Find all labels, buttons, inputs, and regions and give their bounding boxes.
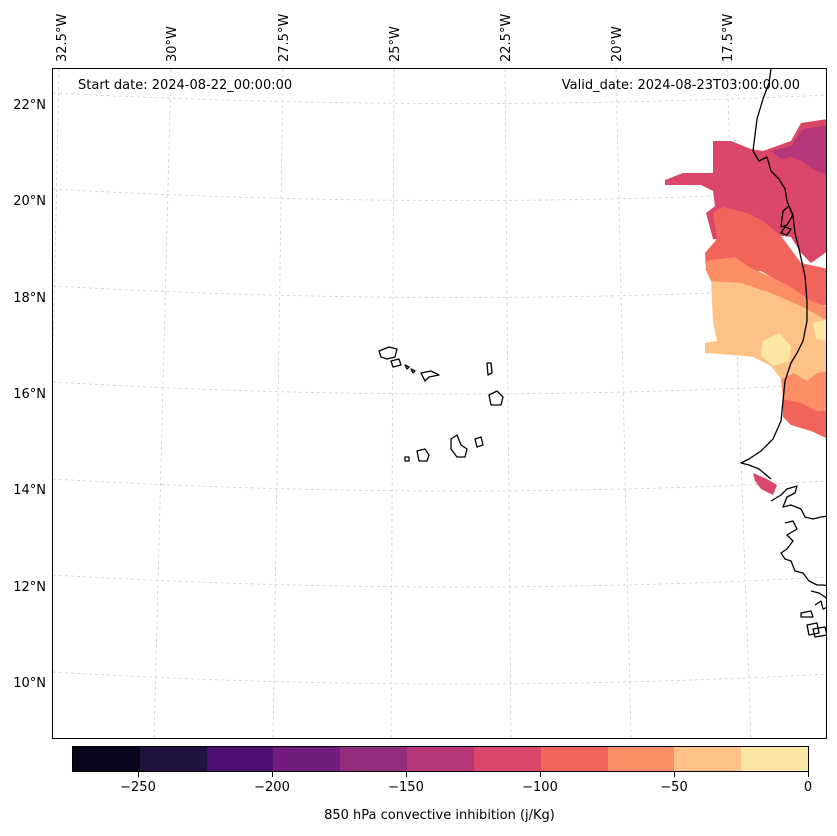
colorbar-segment <box>206 747 274 771</box>
colorbar-segment <box>741 747 808 771</box>
colorbar-tick <box>138 772 139 777</box>
lon-label: 27.5°W <box>277 13 292 62</box>
colorbar-tick-label: −100 <box>522 780 558 795</box>
cin-contour-level-100 <box>783 399 826 439</box>
colorbar-segment <box>674 747 742 771</box>
colorbar-tick <box>406 772 407 777</box>
colorbar-segment <box>340 747 408 771</box>
island-boa-vista <box>488 390 504 406</box>
gridline-lon <box>153 69 172 738</box>
colorbar-segment <box>607 747 675 771</box>
coastline-bissagos <box>806 622 820 636</box>
island-maio <box>474 436 484 448</box>
coastline-bissagos <box>800 610 814 618</box>
lat-label: 12°N <box>13 580 46 595</box>
lat-label: 18°N <box>13 291 46 306</box>
island-santiago <box>450 434 468 458</box>
start-date-label: Start date: 2024-08-22_00:00:00 <box>78 78 293 93</box>
colorbar-tick-label: −250 <box>120 780 156 795</box>
lat-label: 20°N <box>13 194 46 209</box>
colorbar-segment <box>73 747 140 771</box>
coastline-banc-arguin <box>780 205 794 228</box>
coastline-banc-arguin <box>780 226 792 236</box>
colorbar-tick <box>540 772 541 777</box>
gridline-lon <box>53 69 60 376</box>
colorbar-segment <box>473 747 541 771</box>
lon-label: 30°W <box>165 26 180 62</box>
colorbar-tick-label: −200 <box>254 780 290 795</box>
lon-label: 32.5°W <box>55 13 70 62</box>
island-sao-vicente <box>390 358 402 368</box>
island-brava <box>404 456 410 462</box>
gridline-lat <box>53 574 826 588</box>
coastline-guinea <box>810 590 826 599</box>
gridline-lon <box>504 69 512 738</box>
cin-contour-level-100 <box>705 207 826 306</box>
coastline-guinea <box>814 600 826 610</box>
gridline-lat <box>53 92 826 104</box>
colorbar-tick <box>272 772 273 777</box>
coastline-bissagos <box>812 626 826 638</box>
cin-field <box>665 119 826 495</box>
cin-contour-level-175 <box>771 125 826 176</box>
colorbar <box>72 746 809 772</box>
map-canvas <box>53 69 826 738</box>
lon-label: 25°W <box>388 26 403 62</box>
colorbar-tick-label: −150 <box>388 780 424 795</box>
colorbar-segment <box>540 747 608 771</box>
lat-label: 10°N <box>13 676 46 691</box>
colorbar-tick-label: 0 <box>803 780 813 795</box>
island-santo-antao <box>378 346 398 360</box>
colorbar-tick <box>808 772 809 777</box>
coastlines <box>378 69 826 638</box>
colorbar-segment <box>407 747 474 771</box>
valid-date-label: Valid_date: 2024-08-23T03:00:00.00 <box>561 78 800 93</box>
cin-contour-level-25 <box>761 333 791 366</box>
gridline-lon <box>272 69 284 738</box>
island-ilheus <box>410 368 416 374</box>
colorbar-segment <box>139 747 207 771</box>
cin-contour-level-150 <box>753 473 777 495</box>
lon-label: 22.5°W <box>499 13 514 62</box>
gridline-lat <box>53 188 826 201</box>
gridline-lat <box>53 285 826 298</box>
gridline-lat <box>53 671 826 685</box>
island-fogo <box>416 448 430 462</box>
lon-label: 20°W <box>610 26 625 62</box>
lon-label: 17.5°W <box>721 13 736 62</box>
colorbar-tick <box>674 772 675 777</box>
coastline-gambia <box>770 485 826 520</box>
coastline-casamance <box>780 520 826 587</box>
lat-label: 16°N <box>13 387 46 402</box>
island-sal <box>486 362 493 376</box>
island-santa-luzia <box>404 364 410 370</box>
lat-label: 22°N <box>13 98 46 113</box>
map-frame[interactable] <box>52 68 827 739</box>
gridline-lon <box>726 69 752 738</box>
lat-label: 14°N <box>13 483 46 498</box>
gridline-lon <box>390 69 395 738</box>
island-sao-nicolau <box>420 370 440 382</box>
gridline-lon <box>615 69 632 738</box>
gridline-lat <box>53 381 826 395</box>
colorbar-tick-label: −50 <box>660 780 688 795</box>
gridline-lat <box>53 478 826 492</box>
colorbar-segment <box>273 747 341 771</box>
colorbar-title: 850 hPa convective inhibition (j/Kg) <box>324 808 555 823</box>
cin-contour-level-25 <box>813 319 826 341</box>
coastline-africa <box>740 69 808 480</box>
graticule <box>53 69 826 738</box>
